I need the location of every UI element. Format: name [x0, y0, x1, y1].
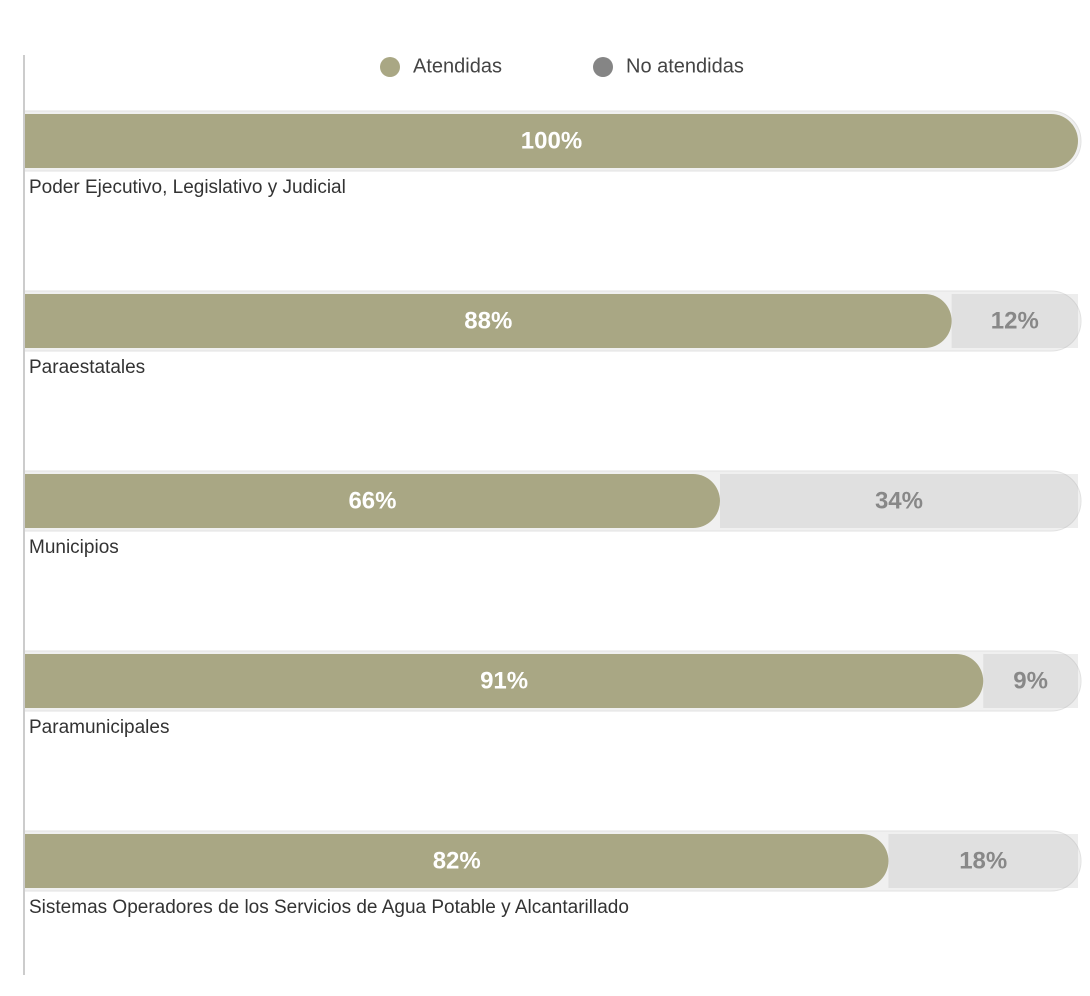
bar-segment: [951, 294, 1078, 348]
legend-label: Atendidas: [413, 55, 502, 77]
legend-marker: [380, 57, 400, 77]
bar-segment: [25, 294, 952, 348]
value-label: 18%: [959, 847, 1007, 874]
value-label: 9%: [1013, 667, 1048, 694]
category-label: Sistemas Operadores de los Servicios de …: [29, 897, 629, 918]
value-label: 100%: [521, 127, 582, 154]
value-label: 12%: [991, 307, 1039, 334]
bar-segment: [25, 114, 1078, 168]
bar-segment: [25, 654, 984, 708]
bar-segment: [983, 654, 1078, 708]
category-label: Paraestatales: [29, 357, 145, 378]
value-label: 34%: [875, 487, 923, 514]
legend-marker: [593, 57, 613, 77]
value-label: 91%: [480, 667, 528, 694]
bar-segment: [25, 834, 889, 888]
value-label: 82%: [433, 847, 481, 874]
category-label: Paramunicipales: [29, 717, 169, 738]
legend-label: No atendidas: [626, 55, 744, 77]
value-label: 88%: [464, 307, 512, 334]
category-label: Poder Ejecutivo, Legislativo y Judicial: [29, 177, 346, 198]
bar-segment: [719, 474, 1078, 528]
bar-segment: [25, 474, 720, 528]
bar-segment: [888, 834, 1078, 888]
value-label: 66%: [348, 487, 396, 514]
bars: [25, 110, 1082, 892]
category-label: Municipios: [29, 537, 119, 558]
